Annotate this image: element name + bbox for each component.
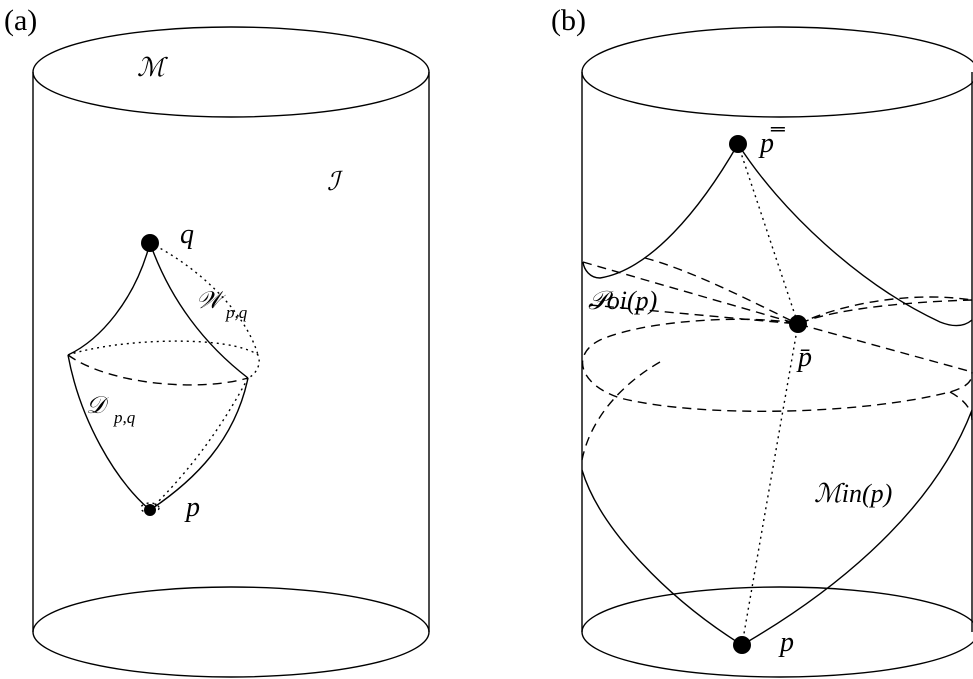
min-label: ℳin(p) — [814, 479, 892, 508]
poi-left-curve — [582, 143, 739, 279]
point-q-marker — [141, 234, 159, 252]
panel-b-label: (b) — [551, 4, 586, 37]
min-dashed-boundary — [581, 361, 661, 461]
point-p-label-b: p — [778, 627, 794, 658]
poi-dashed-line-2 — [589, 304, 799, 325]
cylinder-a-bottom-ellipse — [32, 586, 430, 678]
min-dashed-right — [949, 391, 973, 421]
panel-a-label: (a) — [4, 4, 37, 37]
diamond-lower-left-edge — [67, 354, 151, 511]
point-pbar-marker — [789, 315, 807, 333]
point-q-label: q — [180, 219, 194, 250]
panel-a: (a) ℳ ℐ q p 𝒲 p,q 𝒟 p,q — [4, 4, 430, 678]
poi-dashed-ellipse — [581, 299, 973, 412]
diamond-upper-left-edge — [67, 242, 151, 356]
diamond-label: 𝒟 — [86, 391, 110, 419]
diamond-lower-right-edge — [149, 377, 249, 511]
point-pbarbar-label: p̿ — [758, 127, 785, 159]
infinity-label: ℐ — [327, 167, 343, 197]
point-p-small-ellipse — [140, 502, 160, 514]
point-p-marker-b — [733, 636, 751, 654]
panel-b: (b) p̿ p̄ p 𝒫oi(p) ℳin(p) — [551, 4, 973, 678]
cylinder-b-top-ellipse — [581, 26, 973, 118]
poi-dashed-line-3 — [644, 257, 799, 325]
diamond-equator-front — [67, 354, 249, 386]
point-pbarbar-marker — [729, 135, 747, 153]
wall-subscript: p,q — [225, 303, 248, 322]
cylinder-a-top-ellipse — [32, 26, 430, 118]
min-left-boundary — [581, 469, 743, 646]
wall-back-edge-lower — [149, 377, 249, 511]
dotted-axis-upper — [737, 143, 799, 325]
diamond-subscript: p,q — [113, 408, 136, 427]
wall-label: 𝒲 — [196, 286, 227, 314]
point-p-marker — [144, 504, 156, 516]
manifold-label: ℳ — [137, 53, 168, 83]
poi-dashed-line-4 — [797, 296, 973, 325]
poi-right-curve — [737, 143, 973, 327]
diamond-equator-back — [67, 340, 260, 379]
poi-label: 𝒫oi(p) — [588, 286, 657, 315]
min-right-boundary — [741, 409, 973, 646]
diamond-upper-right-edge — [149, 242, 249, 379]
point-pbar-label: p̄ — [796, 342, 812, 373]
cylinder-b-bottom-ellipse — [581, 586, 973, 678]
point-p-label-a: p — [184, 492, 200, 523]
dotted-axis-lower — [741, 323, 799, 646]
poi-dashed-line-1 — [582, 261, 973, 373]
